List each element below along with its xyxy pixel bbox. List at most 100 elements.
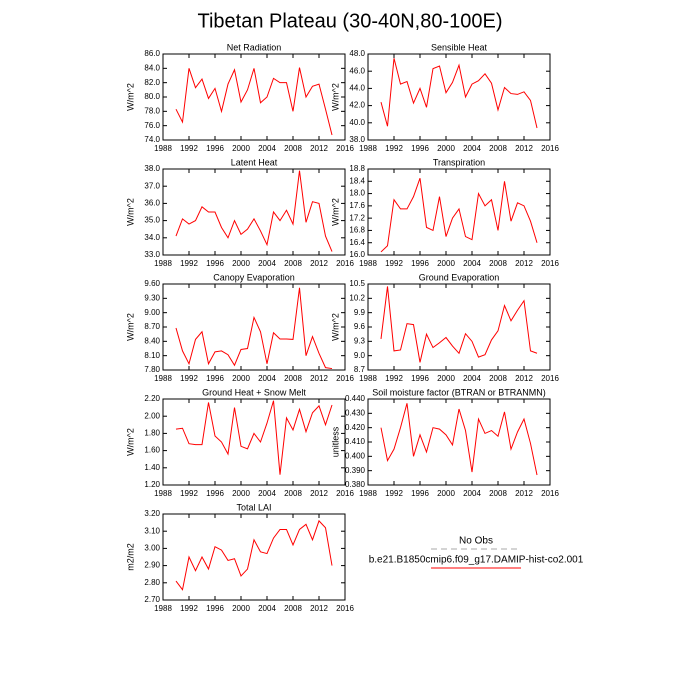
data-line — [175, 170, 333, 252]
y-tick-label: 1.20 — [144, 480, 160, 489]
x-tick-label: 2008 — [284, 604, 302, 613]
y-tick-label: 0.420 — [345, 423, 366, 432]
y-tick-label: 16.4 — [349, 238, 365, 247]
x-tick-label: 2016 — [336, 604, 354, 613]
data-line — [175, 400, 333, 475]
x-tick-label: 2000 — [232, 604, 250, 613]
panel-title: Total LAI — [236, 502, 271, 512]
x-tick-label: 2012 — [515, 374, 533, 383]
y-tick-label: 46.0 — [349, 66, 365, 75]
x-tick-label: 1996 — [411, 489, 429, 498]
y-axis-label: W/m^2 — [125, 83, 135, 111]
y-tick-label: 18.4 — [349, 176, 365, 185]
x-tick-label: 2012 — [515, 144, 533, 153]
plot-frame — [162, 168, 346, 256]
x-tick-label: 2016 — [541, 489, 559, 498]
x-tick-label: 2000 — [232, 259, 250, 268]
x-tick-label: 2012 — [310, 144, 328, 153]
x-tick-label: 1996 — [411, 259, 429, 268]
x-tick-label: 2008 — [489, 259, 507, 268]
y-tick-label: 0.390 — [345, 466, 366, 475]
y-tick-label: 2.20 — [144, 394, 160, 403]
x-tick-label: 1992 — [180, 259, 198, 268]
y-tick-label: 78.0 — [144, 106, 160, 115]
x-tick-label: 2004 — [258, 489, 276, 498]
y-tick-label: 36.0 — [144, 199, 160, 208]
y-tick-label: 10.2 — [349, 293, 365, 302]
x-tick-label: 1996 — [206, 374, 224, 383]
x-tick-label: 2016 — [541, 259, 559, 268]
x-tick-label: 2004 — [258, 374, 276, 383]
legend-label: b.e21.B1850cmip6.f09_g17.DAMIP-hist-co2.… — [369, 555, 584, 566]
x-tick-label: 1988 — [359, 144, 377, 153]
y-tick-label: 3.20 — [144, 509, 160, 518]
x-tick-label: 2008 — [489, 144, 507, 153]
y-tick-label: 84.0 — [144, 63, 160, 72]
x-tick-label: 2000 — [232, 374, 250, 383]
y-tick-label: 33.0 — [144, 250, 160, 259]
figure-title: Tibetan Plateau (30-40N,80-100E) — [198, 10, 503, 32]
x-tick-label: 1988 — [154, 374, 172, 383]
y-tick-label: 42.0 — [349, 101, 365, 110]
y-tick-label: 0.400 — [345, 451, 366, 460]
x-tick-label: 2008 — [284, 374, 302, 383]
data-line — [380, 178, 538, 253]
x-tick-label: 2016 — [336, 259, 354, 268]
y-axis-label: W/m^2 — [330, 313, 340, 341]
x-tick-label: 2016 — [541, 374, 559, 383]
x-tick-label: 2004 — [463, 489, 481, 498]
y-tick-label: 3.00 — [144, 544, 160, 553]
panel-title: Ground Evaporation — [419, 272, 500, 282]
y-tick-label: 8.70 — [144, 322, 160, 331]
y-axis-label: unitless — [330, 426, 340, 457]
panel-title: Ground Heat + Snow Melt — [202, 387, 306, 397]
y-axis-label: W/m^2 — [125, 313, 135, 341]
y-axis-label: W/m^2 — [125, 428, 135, 456]
x-tick-label: 1996 — [206, 144, 224, 153]
y-tick-label: 34.0 — [144, 233, 160, 242]
y-axis-label: W/m^2 — [330, 198, 340, 226]
y-tick-label: 0.380 — [345, 480, 366, 489]
y-tick-label: 82.0 — [144, 78, 160, 87]
y-axis-label: W/m^2 — [125, 198, 135, 226]
y-tick-label: 8.10 — [144, 351, 160, 360]
y-tick-label: 0.430 — [345, 408, 366, 417]
x-tick-label: 2012 — [515, 489, 533, 498]
y-tick-label: 38.0 — [349, 135, 365, 144]
y-tick-label: 74.0 — [144, 135, 160, 144]
y-tick-label: 9.3 — [354, 336, 366, 345]
x-tick-label: 1988 — [154, 604, 172, 613]
x-tick-label: 2000 — [437, 489, 455, 498]
plot-frame — [367, 283, 551, 371]
panel-title: Canopy Evaporation — [213, 272, 295, 282]
x-tick-label: 2012 — [310, 374, 328, 383]
legend-label: No Obs — [459, 536, 493, 547]
y-axis-label: m2/m2 — [125, 543, 135, 571]
x-tick-label: 1992 — [385, 374, 403, 383]
y-tick-label: 3.10 — [144, 526, 160, 535]
x-tick-label: 2004 — [463, 259, 481, 268]
y-tick-label: 76.0 — [144, 121, 160, 130]
y-tick-label: 9.0 — [354, 351, 366, 360]
y-tick-label: 8.40 — [144, 336, 160, 345]
y-tick-label: 0.440 — [345, 394, 366, 403]
panel-title: Transpiration — [433, 157, 485, 167]
x-tick-label: 2000 — [437, 144, 455, 153]
x-tick-label: 1992 — [385, 259, 403, 268]
plot-frame — [367, 168, 551, 256]
y-tick-label: 9.9 — [354, 308, 366, 317]
panel-title: Soil moisture factor (BTRAN or BTRANMN) — [372, 387, 546, 397]
y-tick-label: 9.30 — [144, 293, 160, 302]
x-tick-label: 2016 — [336, 489, 354, 498]
x-tick-label: 1988 — [154, 259, 172, 268]
y-tick-label: 9.60 — [144, 279, 160, 288]
x-tick-label: 2000 — [437, 259, 455, 268]
x-tick-label: 1992 — [385, 489, 403, 498]
y-tick-label: 1.80 — [144, 429, 160, 438]
data-line — [175, 519, 333, 591]
y-tick-label: 8.7 — [354, 365, 366, 374]
x-tick-label: 1988 — [359, 489, 377, 498]
x-tick-label: 2008 — [284, 489, 302, 498]
